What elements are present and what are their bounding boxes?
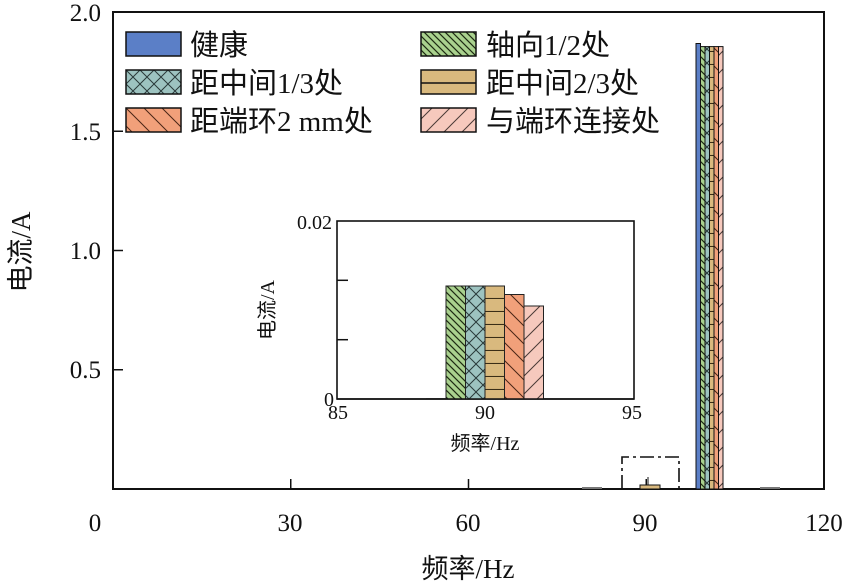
legend-label: 距中间2/3处	[486, 67, 639, 100]
x-tick-30: 30	[278, 510, 303, 537]
legend-swatch-axial-half	[420, 31, 477, 57]
legend-swatch-endring-joint	[420, 107, 477, 133]
legend-swatch-endring-2mm	[125, 107, 182, 133]
bar-axial-half-100hz	[700, 46, 706, 490]
legend-item-health: 健康	[125, 29, 248, 62]
inset-x-tick-95: 95	[622, 402, 642, 424]
legend-label: 距中间1/3处	[190, 67, 343, 100]
legend-label: 轴向1/2处	[486, 29, 610, 62]
legend-swatch-center-two-thirds	[420, 69, 477, 95]
bar-endring-2mm-100hz	[713, 46, 719, 490]
y-tick-2.0: 2.0	[70, 0, 101, 27]
inset-bar-endring-2mm	[504, 294, 525, 400]
bar-center-two-thirds-100hz	[709, 46, 715, 490]
bar-endring-joint-100hz	[718, 46, 724, 490]
inset-y-tick-0: 0	[324, 389, 334, 411]
y-axis-ticks	[113, 130, 123, 371]
x-tick-60: 60	[456, 510, 481, 537]
legend: 健康 距中间1/3处 距端环2 mm处 轴向1/2处 距中间2/3处 与端环连接…	[125, 29, 660, 138]
legend-item-axial-half: 轴向1/2处	[420, 29, 610, 62]
y-axis-title: 电流/A	[6, 211, 36, 293]
x-tick-labels: 0 30 60 90 120	[89, 510, 843, 537]
legend-swatch-health	[125, 31, 182, 57]
legend-item-center-two-thirds: 距中间2/3处	[420, 67, 639, 100]
legend-label: 健康	[190, 29, 248, 62]
x-tick-120: 120	[805, 510, 843, 537]
inset-bar-axial-half	[445, 285, 466, 400]
legend-item-center-third: 距中间1/3处	[125, 67, 343, 100]
inset-y-tick-0.02: 0.02	[297, 212, 332, 234]
inset-bar-center-two-thirds	[484, 285, 505, 400]
inset-x-axis-title: 频率/Hz	[451, 432, 520, 455]
legend-swatch-center-third	[125, 69, 182, 95]
x-axis-title: 频率/Hz	[422, 554, 515, 584]
inset-bar-endring-joint	[523, 305, 544, 400]
bar-center-third-100hz	[704, 46, 710, 490]
bar-110hz-small	[760, 487, 780, 489]
inset-y-ticks	[337, 279, 348, 341]
x-tick-0: 0	[89, 510, 102, 537]
legend-label: 距端环2 mm处	[190, 105, 373, 138]
legend-label: 与端环连接处	[486, 105, 660, 138]
zoom-region-box	[621, 456, 680, 489]
x-tick-90: 90	[633, 510, 658, 537]
inset-x-tick-90: 90	[475, 402, 495, 424]
bars-100hz	[695, 43, 724, 490]
y-tick-labels: 0.5 1.0 1.5 2.0	[70, 0, 101, 384]
legend-item-endring-joint: 与端环连接处	[420, 105, 660, 138]
y-tick-1.5: 1.5	[70, 119, 101, 146]
inset-bar-center-third	[465, 285, 486, 400]
bar-health-100hz	[695, 43, 701, 490]
bars-90hz-small	[639, 477, 661, 490]
bar-80hz-small	[582, 487, 602, 489]
inset-x-tick-85: 85	[328, 402, 348, 424]
inset-chart: 0.02 0 85 90 95 频率/Hz 电流/A	[256, 212, 642, 455]
legend-item-endring-2mm: 距端环2 mm处	[125, 105, 373, 138]
y-tick-1.0: 1.0	[70, 238, 101, 265]
inset-y-axis-title: 电流/A	[256, 279, 279, 340]
y-tick-0.5: 0.5	[70, 357, 101, 384]
